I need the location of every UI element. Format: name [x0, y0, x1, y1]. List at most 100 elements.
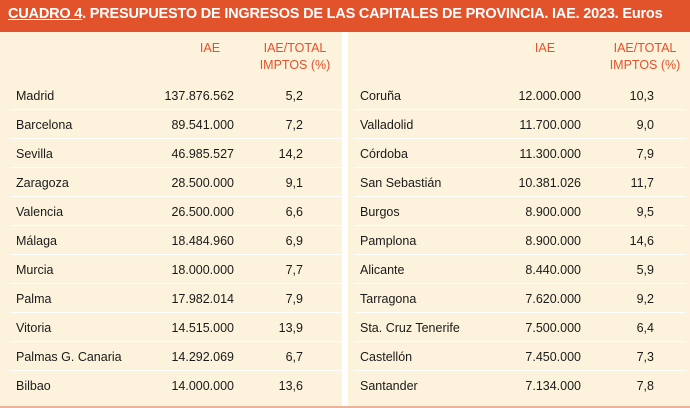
- city-name: Valladolid: [360, 118, 414, 132]
- header-ratio-line2: IMPTOS (%): [609, 58, 681, 72]
- city-name: Santander: [360, 379, 418, 393]
- city-name: Murcia: [16, 263, 54, 277]
- city-name: Alicante: [360, 263, 405, 277]
- header-iae-right: IAE: [515, 40, 575, 57]
- city-name: Palmas G. Canaria: [16, 350, 122, 364]
- iae-value: 12.000.000: [518, 89, 581, 103]
- city-name: Vitoria: [16, 321, 52, 335]
- iae-value: 7.134.000: [525, 379, 581, 393]
- row-divider: [10, 109, 342, 110]
- table-row: Santander 7.134.000 7,8: [354, 372, 686, 400]
- iae-value: 7.500.000: [525, 321, 581, 335]
- row-divider: [354, 196, 686, 197]
- city-name: Sta. Cruz Tenerife: [360, 321, 460, 335]
- row-divider: [10, 283, 342, 284]
- table-row: Valencia 26.500.000 6,6: [10, 198, 342, 226]
- iae-value: 46.985.527: [171, 147, 234, 161]
- city-name: San Sebastián: [360, 176, 442, 190]
- header-ratio-right: IAE/TOTAL IMPTOS (%): [605, 40, 685, 74]
- table-row: Pamplona 8.900.000 14,6: [354, 227, 686, 255]
- iae-ratio-value: 5,2: [285, 89, 303, 103]
- iae-ratio-value: 11,7: [630, 176, 654, 190]
- table-title: CUADRO 4. PRESUPUESTO DE INGRESOS DE LAS…: [0, 0, 690, 32]
- city-name: Sevilla: [16, 147, 53, 161]
- row-divider: [354, 341, 686, 342]
- row-divider: [10, 138, 342, 139]
- table-bottom-rule: [0, 406, 690, 408]
- iae-ratio-value: 7,3: [636, 350, 654, 364]
- row-divider: [10, 312, 342, 313]
- iae-ratio-value: 6,9: [285, 234, 303, 248]
- city-name: Madrid: [16, 89, 55, 103]
- iae-value: 18.000.000: [171, 263, 234, 277]
- row-divider: [10, 254, 342, 255]
- table-row: Coruña 12.000.000 10,3: [354, 82, 686, 110]
- header-ratio-line1: IAE/TOTAL: [263, 41, 327, 55]
- iae-ratio-value: 7,9: [285, 292, 303, 306]
- iae-value: 17.982.014: [171, 292, 234, 306]
- iae-value: 28.500.000: [171, 176, 234, 190]
- iae-ratio-value: 7,7: [285, 263, 303, 277]
- table-row: Málaga 18.484.960 6,9: [10, 227, 342, 255]
- city-name: Tarragona: [360, 292, 417, 306]
- iae-value: 8.440.000: [525, 263, 581, 277]
- row-divider: [354, 109, 686, 110]
- city-name: Burgos: [360, 205, 400, 219]
- city-name: Coruña: [360, 89, 401, 103]
- row-divider: [10, 225, 342, 226]
- iae-ratio-value: 9,2: [636, 292, 654, 306]
- column-divider: [342, 32, 348, 408]
- table-row: Burgos 8.900.000 9,5: [354, 198, 686, 226]
- city-name: Bilbao: [16, 379, 51, 393]
- city-name: Castellón: [360, 350, 413, 364]
- row-divider: [10, 167, 342, 168]
- table-row: Bilbao 14.000.000 13,6: [10, 372, 342, 400]
- iae-ratio-value: 6,4: [636, 321, 654, 335]
- iae-value: 11.300.000: [519, 147, 581, 161]
- city-name: Valencia: [16, 205, 64, 219]
- table-number: CUADRO 4: [8, 6, 83, 22]
- table-row: Madrid 137.876.562 5,2: [10, 82, 342, 110]
- iae-value: 14.000.000: [171, 379, 234, 393]
- city-name: Pamplona: [360, 234, 417, 248]
- city-name: Palma: [16, 292, 52, 306]
- row-divider: [354, 225, 686, 226]
- header-ratio-left: IAE/TOTAL IMPTOS (%): [255, 40, 335, 74]
- iae-value: 8.900.000: [525, 234, 581, 248]
- iae-ratio-value: 13,9: [278, 321, 303, 335]
- iae-value: 8.900.000: [525, 205, 581, 219]
- iae-ratio-value: 14,6: [629, 234, 654, 248]
- iae-ratio-value: 9,1: [285, 176, 303, 190]
- row-divider: [10, 370, 342, 371]
- table-caption: . PRESUPUESTO DE INGRESOS DE LAS CAPITAL…: [82, 6, 663, 22]
- iae-value: 26.500.000: [171, 205, 234, 219]
- table-row: Tarragona 7.620.000 9,2: [354, 285, 686, 313]
- table-row: Murcia 18.000.000 7,7: [10, 256, 342, 284]
- city-name: Córdoba: [360, 147, 408, 161]
- row-divider: [354, 167, 686, 168]
- table-row: Córdoba 11.300.000 7,9: [354, 140, 686, 168]
- iae-value: 137.876.562: [164, 89, 234, 103]
- row-divider: [354, 138, 686, 139]
- row-divider: [354, 370, 686, 371]
- iae-ratio-value: 6,7: [285, 350, 303, 364]
- header-ratio-line1: IAE/TOTAL: [613, 41, 677, 55]
- table-row: Alicante 8.440.000 5,9: [354, 256, 686, 284]
- header-iae-left: IAE: [180, 40, 240, 57]
- iae-ratio-value: 7,8: [636, 379, 654, 393]
- row-divider: [10, 341, 342, 342]
- table-row: Barcelona 89.541.000 7,2: [10, 111, 342, 139]
- header-iae-label: IAE: [199, 41, 221, 55]
- table-row: Valladolid 11.700.000 9,0: [354, 111, 686, 139]
- table-row: Sta. Cruz Tenerife 7.500.000 6,4: [354, 314, 686, 342]
- table-row: Sevilla 46.985.527 14,2: [10, 140, 342, 168]
- iae-ratio-value: 7,9: [636, 147, 654, 161]
- iae-value: 89.541.000: [171, 118, 234, 132]
- table-row: Castellón 7.450.000 7,3: [354, 343, 686, 371]
- iae-value: 14.292.069: [171, 350, 234, 364]
- header-iae-label: IAE: [534, 41, 556, 55]
- iae-ratio-value: 7,2: [285, 118, 303, 132]
- iae-ratio-value: 5,9: [636, 263, 654, 277]
- city-name: Barcelona: [16, 118, 73, 132]
